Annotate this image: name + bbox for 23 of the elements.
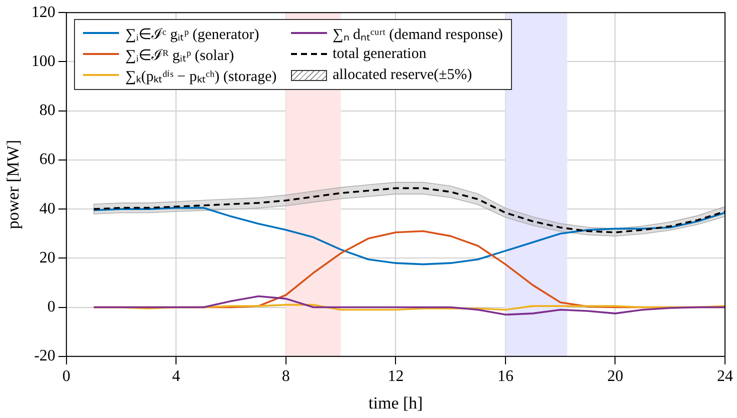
y-tick-label: 120 <box>31 4 56 21</box>
x-axis-title: time [h] <box>368 393 423 412</box>
x-tick-label: 20 <box>607 368 624 386</box>
legend-label: ∑ᵢ∈ℐᴿ gᵢₜᵖ (solar) <box>125 46 234 65</box>
legend-label: total generation <box>332 46 426 63</box>
y-tick-label: 20 <box>39 249 56 266</box>
y-axis-title: power [MW] <box>4 140 23 230</box>
legend-label: ∑ᵢ∈ℐᶜ gᵢₜᵖ (generator) <box>125 26 260 44</box>
y-tick-label: -20 <box>34 348 56 365</box>
legend-label: ∑ₖ(pₖₜᵈⁱˢ − pₖₜᶜʰ) (storage) <box>125 68 277 86</box>
x-tick-label: 8 <box>282 368 290 386</box>
legend-label: ∑ₙ dₙₜᶜᵘʳᵗ (demand response) <box>332 26 503 44</box>
x-tick-label: 24 <box>717 368 733 386</box>
y-tick-label: 60 <box>39 151 56 168</box>
x-tick-label: 4 <box>172 368 180 386</box>
annotation: allocated reserve(±5%) <box>332 66 472 84</box>
y-tick-label: 40 <box>39 200 56 218</box>
x-tick-label: 16 <box>497 368 514 386</box>
y-tick-label: 100 <box>31 52 56 70</box>
y-tick-label: 0 <box>47 298 56 316</box>
x-tick-label: 12 <box>388 368 404 386</box>
y-tick-label: 80 <box>39 102 56 120</box>
x-tick-label: 0 <box>62 368 70 386</box>
